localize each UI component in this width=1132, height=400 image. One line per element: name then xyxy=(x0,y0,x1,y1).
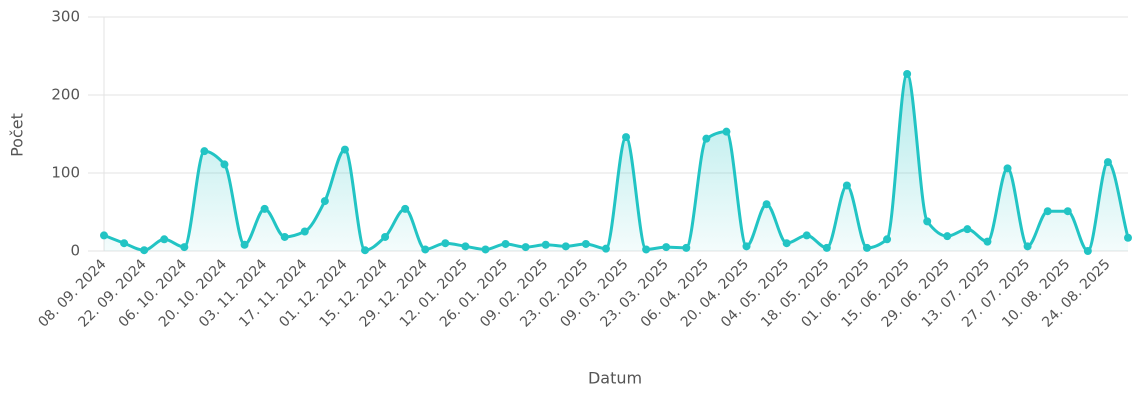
point xyxy=(762,200,771,209)
y-tick-label: 300 xyxy=(51,8,80,26)
point xyxy=(401,204,410,213)
point xyxy=(862,243,871,252)
area xyxy=(104,73,1128,251)
y-axis-label: Počet xyxy=(8,113,27,157)
point xyxy=(662,243,671,252)
point xyxy=(903,69,912,78)
point xyxy=(1124,233,1132,242)
point xyxy=(340,145,349,154)
point xyxy=(240,240,249,249)
point xyxy=(120,239,129,248)
point xyxy=(561,242,570,251)
point xyxy=(782,239,791,248)
point xyxy=(1063,207,1072,216)
point xyxy=(461,242,470,251)
point xyxy=(381,232,390,241)
point xyxy=(601,244,610,253)
point xyxy=(642,245,651,254)
point xyxy=(160,235,169,244)
point xyxy=(220,160,229,169)
point xyxy=(260,204,269,213)
y-tick-label: 100 xyxy=(51,164,80,182)
point xyxy=(923,217,932,226)
point xyxy=(320,197,329,206)
point xyxy=(100,231,108,240)
point xyxy=(1003,164,1012,173)
y-tick-label: 200 xyxy=(51,86,80,104)
point xyxy=(822,243,831,252)
point xyxy=(280,232,289,241)
point xyxy=(1043,207,1052,216)
line xyxy=(103,72,1130,253)
point xyxy=(682,243,691,252)
point xyxy=(300,227,309,236)
point xyxy=(481,245,490,254)
point xyxy=(742,242,751,251)
point xyxy=(1103,158,1112,167)
x-tick-label: 08. 09. 2024 xyxy=(35,256,109,330)
point xyxy=(541,240,550,249)
point xyxy=(622,133,631,142)
y-tick-label: 0 xyxy=(70,242,80,260)
point xyxy=(1023,242,1032,251)
point xyxy=(441,239,450,248)
point xyxy=(180,243,189,252)
point xyxy=(1083,247,1092,255)
point xyxy=(702,134,711,143)
point xyxy=(140,246,149,255)
point xyxy=(581,239,590,248)
point xyxy=(722,127,731,136)
point xyxy=(802,231,811,240)
point xyxy=(983,237,992,246)
point xyxy=(200,147,209,156)
point xyxy=(501,239,510,248)
point xyxy=(963,225,972,234)
point xyxy=(421,245,430,254)
point xyxy=(883,235,892,244)
x-axis-label: Datum xyxy=(588,369,642,388)
point xyxy=(361,246,370,255)
point xyxy=(842,181,851,190)
point xyxy=(521,243,530,252)
point xyxy=(943,232,952,241)
